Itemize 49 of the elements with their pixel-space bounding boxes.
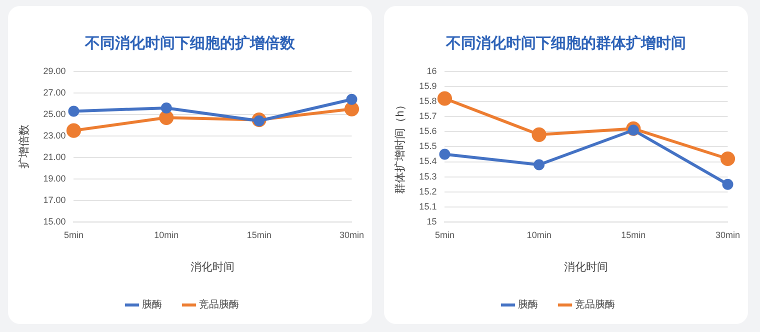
y-tick-label: 17.00	[43, 194, 66, 205]
y-tick-label: 15.8	[419, 96, 437, 106]
x-tick-label: 15min	[246, 230, 272, 240]
y-tick-label: 15.3	[419, 171, 437, 182]
legend-label: 胰酶	[518, 298, 538, 311]
x-tick-label: 30min	[715, 230, 740, 240]
y-tick-label: 16	[426, 66, 437, 76]
y-tick-label: 15.6	[419, 126, 437, 136]
y-tick-label: 25.00	[43, 108, 66, 119]
x-tick-label: 5min	[64, 230, 84, 240]
y-tick-label: 15.1	[419, 201, 437, 212]
y-tick-label: 27.00	[43, 87, 66, 98]
x-tick-label: 5min	[434, 230, 454, 240]
y-tick-label: 29.00	[43, 66, 66, 76]
x-tick-label: 30min	[339, 230, 364, 240]
point	[534, 159, 545, 170]
point	[160, 102, 172, 114]
chart-title: 不同消化时间下细胞的扩增倍数	[84, 34, 296, 53]
y-tick-label: 15.9	[419, 80, 437, 91]
point	[722, 178, 734, 190]
x-tick-label: 10min	[154, 230, 179, 240]
point	[66, 123, 82, 138]
x-tick-label: 10min	[526, 230, 552, 240]
point	[68, 106, 80, 117]
y-tick-label: 21.00	[43, 152, 66, 162]
y-tick-label: 23.00	[43, 130, 66, 140]
point	[439, 148, 450, 160]
legend-label: 胰酶	[142, 298, 162, 311]
y-tick-label: 15.2	[419, 186, 437, 196]
x-axis-title: 消化时间	[190, 260, 235, 274]
point	[720, 151, 736, 166]
y-tick-label: 15.4	[419, 156, 437, 166]
y-axis-title: 扩增倍数	[18, 124, 31, 169]
y-axis-title: 群体扩增时间（h）	[394, 100, 407, 194]
point	[346, 94, 358, 105]
point	[437, 91, 452, 106]
point	[344, 102, 360, 116]
point	[159, 110, 174, 125]
y-tick-label: 19.00	[43, 173, 66, 184]
y-tick-label: 15.7	[419, 111, 437, 122]
x-axis-title: 消化时间	[564, 260, 608, 274]
legend-label: 竞品胰酶	[199, 298, 239, 311]
y-tick-label: 15	[426, 216, 437, 226]
legend-label: 竞品胰酶	[575, 298, 615, 311]
y-tick-label: 15.5	[419, 141, 437, 152]
point	[532, 127, 546, 142]
x-tick-label: 15min	[621, 230, 646, 240]
chart-title: 不同消化时间下细胞的群体扩增时间	[444, 34, 687, 53]
y-tick-label: 15.00	[43, 216, 66, 226]
